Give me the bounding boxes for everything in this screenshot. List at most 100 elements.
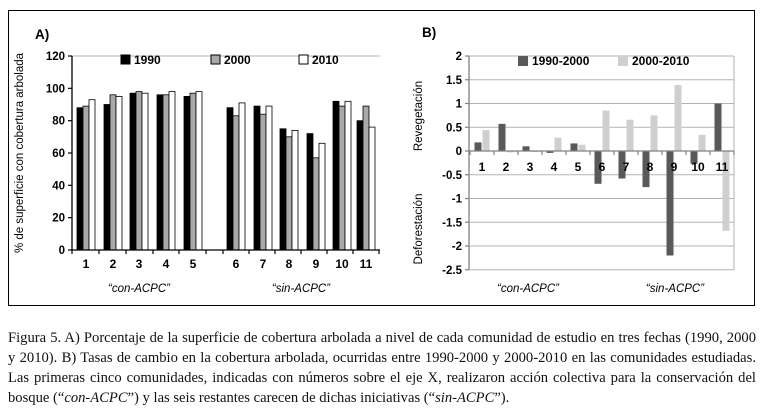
bar-2010-comunidad-10 [344,100,352,251]
bar-1990-comunidad-11 [356,120,364,251]
bar-1990-2000-comunidad-10 [690,151,698,164]
y-axis-title: % de superficie con cobertura arbolada [14,52,26,253]
bar-2000-comunidad-9 [312,157,320,251]
figure-caption: Figura 5. A) Porcentaje de la superficie… [8,329,756,408]
y-tick-label: -2 [452,241,462,253]
bar-2000-2010-comunidad-10 [698,134,706,151]
x-category-label: 11 [716,160,729,174]
x-category-label: 8 [286,257,293,271]
y-tick-label: 20 [52,213,65,225]
group-label-sin-acpc: “sin-ACPC” [646,283,705,295]
y-tick-label: -0.5 [442,170,462,182]
x-category-label: 7 [623,160,630,174]
bar-2000-comunidad-3 [135,91,143,251]
bar-2000-2010-comunidad-2 [506,151,514,153]
x-category-label: 10 [335,257,349,271]
legend-swatch-2000 [210,54,221,65]
bar-2010-comunidad-6 [238,102,246,251]
x-category-label: 11 [360,257,373,271]
legend-label-1990-2000: 1990-2000 [532,54,590,68]
y-tick-label: 60 [52,148,65,160]
x-category-label: 5 [190,257,197,271]
bar-2010-comunidad-9 [318,142,326,251]
bar-1990-comunidad-9 [306,133,314,251]
caption-segment: con-ACPC [64,389,128,406]
bar-2010-comunidad-7 [265,105,273,251]
x-category-label: 8 [647,160,654,174]
bar-1990-2000-comunidad-3 [522,146,530,152]
y-tick-label: 40 [52,180,65,192]
caption-segment: ”) y las seis restantes carecen de dicha… [127,389,436,406]
bar-2000-comunidad-5 [189,92,197,251]
x-category-label: 2 [110,257,117,271]
x-category-label: 2 [503,160,510,174]
legend-swatch-1990-2000 [518,56,528,66]
bar-1990-comunidad-6 [226,107,234,251]
x-category-label: 9 [313,257,320,271]
x-category-label: 10 [691,160,705,174]
bar-2000-comunidad-7 [259,113,267,251]
caption-segment: sin-ACPC [435,389,495,406]
bar-1990-comunidad-5 [183,96,191,251]
y-tick-label: 2 [456,51,462,63]
legend-label-2000: 2000 [224,53,251,67]
bar-1990-comunidad-1 [76,107,84,251]
bar-1990-2000-comunidad-1 [474,142,482,151]
bar-2000-2010-comunidad-4 [554,137,562,151]
bar-1990-2000-comunidad-2 [498,123,506,151]
bar-2010-comunidad-4 [168,91,176,251]
y-tick-label: 1 [456,99,463,111]
bar-2010-comunidad-5 [195,91,203,251]
bar-2000-2010-comunidad-5 [578,144,586,151]
y-tick-label: 120 [46,51,65,63]
bar-1990-2000-comunidad-8 [642,151,650,188]
bar-1990-2000-comunidad-4 [546,151,554,153]
y-tick-label: -1 [452,194,463,206]
bar-2000-comunidad-4 [162,94,170,251]
y-tick-label: 0 [59,245,65,257]
bar-2000-comunidad-8 [285,136,293,251]
bar-2010-comunidad-11 [368,126,376,251]
caption-segment: Figura 5. A) Porcentaje de la superficie… [8,330,756,406]
bar-2000-2010-comunidad-1 [482,130,490,151]
legend-swatch-2010 [298,54,309,65]
x-category-label: 5 [575,160,582,174]
bar-2000-comunidad-2 [109,94,117,251]
bar-2010-comunidad-1 [88,99,96,251]
y-axis-title-deforestacion: Deforestación [413,194,425,265]
group-label-sin-acpc: “sin-ACPC” [272,283,331,295]
x-category-label: 3 [527,160,534,174]
bar-1990-2000-comunidad-11 [714,103,722,151]
bar-2000-2010-comunidad-9 [674,85,682,151]
bar-2000-2010-comunidad-8 [650,115,658,151]
bar-2000-comunidad-1 [82,105,90,251]
y-tick-label: 100 [46,83,65,95]
y-tick-label: 0 [456,146,462,158]
figure-panel: 120 100 80 60 40 20 0 1 2 3 4 5 6 7 8 9 10 11 “con-ACPC” “s… [8,10,755,306]
x-category-label: 6 [233,257,240,271]
y-tick-label: 0.5 [446,122,463,134]
legend-label-2010: 2010 [312,53,339,67]
bar-2000-2010-comunidad-11 [722,151,730,231]
bar-2000-comunidad-10 [338,105,346,251]
bar-2010-comunidad-8 [291,130,299,251]
x-category-label: 1 [479,160,486,174]
bar-2000-2010-comunidad-6 [602,110,610,151]
bar-1990-comunidad-3 [129,92,137,251]
bar-1990-comunidad-10 [332,100,340,251]
bar-1990-comunidad-2 [103,104,111,251]
legend-label-1990: 1990 [134,53,161,67]
y-tick-label: 1.5 [446,75,463,87]
y-axis-title-revegetacion: Revegetación [413,81,425,151]
bar-2000-comunidad-11 [362,105,370,251]
bar-2000-2010-comunidad-7 [626,119,634,152]
caption-segment: ”). [494,389,510,406]
panel-label-b: B) [422,25,436,40]
legend-swatch-2000-2010 [618,56,628,66]
legend-label-2000-2010: 2000-2010 [632,54,690,68]
bar-1990-comunidad-4 [156,94,164,251]
x-category-label: 6 [599,160,606,174]
bar-2000-comunidad-6 [232,115,240,251]
bar-1990-2000-comunidad-7 [618,151,626,179]
y-tick-label: -2.5 [442,265,462,277]
